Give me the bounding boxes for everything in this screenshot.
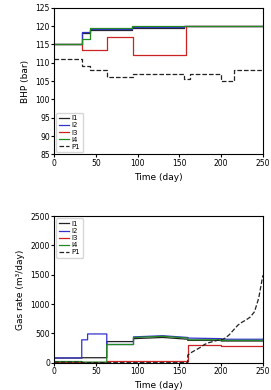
Y-axis label: Gas rate (m³/day): Gas rate (m³/day) (16, 249, 25, 330)
X-axis label: Time (day): Time (day) (134, 381, 183, 390)
X-axis label: Time (day): Time (day) (134, 173, 183, 182)
Legend: I1, I2, I3, I4, P1: I1, I2, I3, I4, P1 (56, 218, 83, 258)
Y-axis label: BHP (bar): BHP (bar) (21, 60, 30, 103)
Legend: I1, I2, I3, I4, P1: I1, I2, I3, I4, P1 (56, 113, 83, 152)
